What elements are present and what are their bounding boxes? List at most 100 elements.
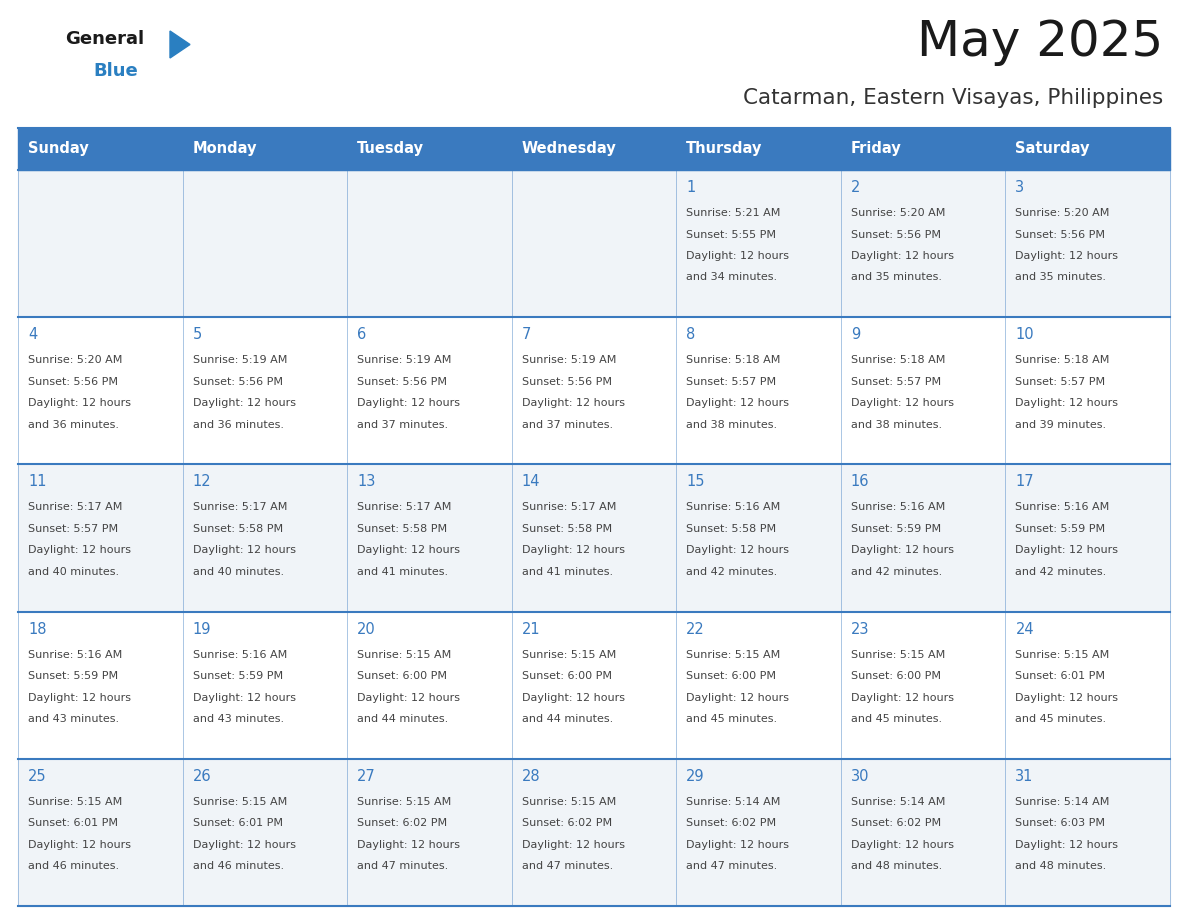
Text: Sunrise: 5:17 AM: Sunrise: 5:17 AM <box>192 502 287 512</box>
Text: and 37 minutes.: and 37 minutes. <box>522 420 613 430</box>
Text: Sunrise: 5:20 AM: Sunrise: 5:20 AM <box>851 208 946 218</box>
Text: 23: 23 <box>851 621 870 636</box>
Text: Sunset: 5:56 PM: Sunset: 5:56 PM <box>29 376 118 386</box>
Text: 11: 11 <box>29 475 46 489</box>
Text: Sunrise: 5:16 AM: Sunrise: 5:16 AM <box>192 650 286 660</box>
Text: 6: 6 <box>358 327 366 342</box>
Text: Daylight: 12 hours: Daylight: 12 hours <box>192 840 296 850</box>
Text: and 39 minutes.: and 39 minutes. <box>1016 420 1106 430</box>
Text: Sunset: 5:57 PM: Sunset: 5:57 PM <box>687 376 777 386</box>
Text: Sunset: 5:57 PM: Sunset: 5:57 PM <box>1016 376 1106 386</box>
Text: and 47 minutes.: and 47 minutes. <box>358 861 448 871</box>
Text: 12: 12 <box>192 475 211 489</box>
Text: Sunset: 6:01 PM: Sunset: 6:01 PM <box>1016 671 1105 681</box>
Text: Sunset: 6:02 PM: Sunset: 6:02 PM <box>358 818 447 828</box>
Text: Wednesday: Wednesday <box>522 141 617 156</box>
Text: Sunrise: 5:16 AM: Sunrise: 5:16 AM <box>687 502 781 512</box>
Text: 3: 3 <box>1016 180 1024 195</box>
Text: 19: 19 <box>192 621 211 636</box>
Bar <box>18 128 1170 170</box>
Text: and 46 minutes.: and 46 minutes. <box>192 861 284 871</box>
Text: Sunrise: 5:15 AM: Sunrise: 5:15 AM <box>358 650 451 660</box>
Text: Daylight: 12 hours: Daylight: 12 hours <box>29 692 131 702</box>
Text: Sunset: 5:56 PM: Sunset: 5:56 PM <box>1016 230 1105 240</box>
Text: and 48 minutes.: and 48 minutes. <box>851 861 942 871</box>
Text: Sunset: 5:56 PM: Sunset: 5:56 PM <box>192 376 283 386</box>
Text: Sunrise: 5:15 AM: Sunrise: 5:15 AM <box>851 650 946 660</box>
Text: Daylight: 12 hours: Daylight: 12 hours <box>358 840 460 850</box>
Text: 16: 16 <box>851 475 870 489</box>
Text: 10: 10 <box>1016 327 1034 342</box>
Text: 21: 21 <box>522 621 541 636</box>
Text: Sunset: 6:02 PM: Sunset: 6:02 PM <box>851 818 941 828</box>
Text: Sunrise: 5:19 AM: Sunrise: 5:19 AM <box>358 355 451 365</box>
Text: Monday: Monday <box>192 141 257 156</box>
Text: Sunset: 6:02 PM: Sunset: 6:02 PM <box>522 818 612 828</box>
Text: Sunset: 5:55 PM: Sunset: 5:55 PM <box>687 230 776 240</box>
Text: 30: 30 <box>851 768 870 784</box>
Text: Sunrise: 5:15 AM: Sunrise: 5:15 AM <box>29 797 122 807</box>
Text: General: General <box>65 30 144 48</box>
Text: 18: 18 <box>29 621 46 636</box>
Text: Sunset: 6:00 PM: Sunset: 6:00 PM <box>851 671 941 681</box>
Polygon shape <box>170 31 190 58</box>
Text: Sunrise: 5:15 AM: Sunrise: 5:15 AM <box>1016 650 1110 660</box>
Text: Sunset: 6:00 PM: Sunset: 6:00 PM <box>358 671 447 681</box>
Text: 24: 24 <box>1016 621 1034 636</box>
Text: Sunset: 6:00 PM: Sunset: 6:00 PM <box>522 671 612 681</box>
Text: and 41 minutes.: and 41 minutes. <box>522 567 613 577</box>
Text: and 45 minutes.: and 45 minutes. <box>687 714 777 724</box>
Text: Daylight: 12 hours: Daylight: 12 hours <box>358 398 460 409</box>
Text: Sunrise: 5:17 AM: Sunrise: 5:17 AM <box>29 502 122 512</box>
Bar <box>18 170 1170 318</box>
Bar <box>18 318 1170 465</box>
Text: Daylight: 12 hours: Daylight: 12 hours <box>29 398 131 409</box>
Text: and 38 minutes.: and 38 minutes. <box>851 420 942 430</box>
Text: 14: 14 <box>522 475 541 489</box>
Text: Daylight: 12 hours: Daylight: 12 hours <box>687 545 789 555</box>
Text: Sunset: 5:59 PM: Sunset: 5:59 PM <box>1016 524 1106 534</box>
Text: and 37 minutes.: and 37 minutes. <box>358 420 448 430</box>
Text: 13: 13 <box>358 475 375 489</box>
Text: Sunrise: 5:19 AM: Sunrise: 5:19 AM <box>192 355 287 365</box>
Text: Daylight: 12 hours: Daylight: 12 hours <box>1016 840 1118 850</box>
Text: Daylight: 12 hours: Daylight: 12 hours <box>851 692 954 702</box>
Text: Daylight: 12 hours: Daylight: 12 hours <box>687 251 789 261</box>
Text: Daylight: 12 hours: Daylight: 12 hours <box>29 545 131 555</box>
Text: Sunrise: 5:20 AM: Sunrise: 5:20 AM <box>29 355 122 365</box>
Text: Daylight: 12 hours: Daylight: 12 hours <box>522 840 625 850</box>
Text: Sunset: 5:59 PM: Sunset: 5:59 PM <box>192 671 283 681</box>
Text: Daylight: 12 hours: Daylight: 12 hours <box>522 398 625 409</box>
Text: 20: 20 <box>358 621 375 636</box>
Text: Daylight: 12 hours: Daylight: 12 hours <box>851 840 954 850</box>
Text: and 40 minutes.: and 40 minutes. <box>192 567 284 577</box>
Text: Daylight: 12 hours: Daylight: 12 hours <box>29 840 131 850</box>
Text: 22: 22 <box>687 621 704 636</box>
Text: Catarman, Eastern Visayas, Philippines: Catarman, Eastern Visayas, Philippines <box>742 88 1163 108</box>
Text: Sunrise: 5:18 AM: Sunrise: 5:18 AM <box>851 355 946 365</box>
Text: and 45 minutes.: and 45 minutes. <box>851 714 942 724</box>
Text: Daylight: 12 hours: Daylight: 12 hours <box>522 545 625 555</box>
Text: 27: 27 <box>358 768 375 784</box>
Text: Daylight: 12 hours: Daylight: 12 hours <box>1016 545 1118 555</box>
Text: 1: 1 <box>687 180 695 195</box>
Text: Daylight: 12 hours: Daylight: 12 hours <box>687 398 789 409</box>
Text: Daylight: 12 hours: Daylight: 12 hours <box>687 692 789 702</box>
Text: Sunset: 5:56 PM: Sunset: 5:56 PM <box>851 230 941 240</box>
Text: and 47 minutes.: and 47 minutes. <box>687 861 777 871</box>
Text: and 44 minutes.: and 44 minutes. <box>358 714 448 724</box>
Text: Sunset: 6:03 PM: Sunset: 6:03 PM <box>1016 818 1105 828</box>
Text: and 36 minutes.: and 36 minutes. <box>192 420 284 430</box>
Text: Sunset: 5:56 PM: Sunset: 5:56 PM <box>358 376 447 386</box>
Text: Sunset: 5:57 PM: Sunset: 5:57 PM <box>851 376 941 386</box>
Text: Sunrise: 5:16 AM: Sunrise: 5:16 AM <box>29 650 122 660</box>
Text: Daylight: 12 hours: Daylight: 12 hours <box>851 545 954 555</box>
Text: Sunrise: 5:15 AM: Sunrise: 5:15 AM <box>522 797 615 807</box>
Text: and 42 minutes.: and 42 minutes. <box>1016 567 1107 577</box>
Bar <box>18 465 1170 611</box>
Text: Daylight: 12 hours: Daylight: 12 hours <box>192 398 296 409</box>
Text: and 47 minutes.: and 47 minutes. <box>522 861 613 871</box>
Text: and 48 minutes.: and 48 minutes. <box>1016 861 1107 871</box>
Text: 17: 17 <box>1016 475 1034 489</box>
Text: Sunset: 6:01 PM: Sunset: 6:01 PM <box>29 818 118 828</box>
